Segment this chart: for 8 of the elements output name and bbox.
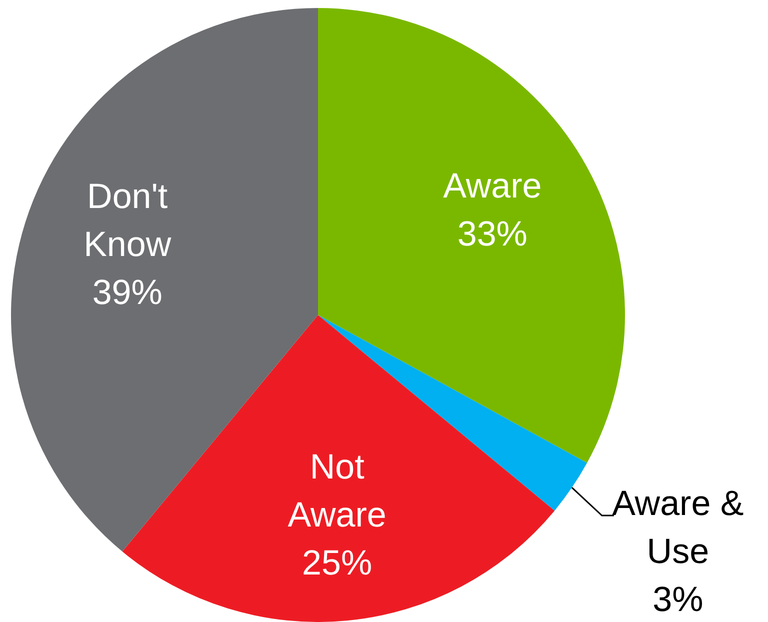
data-label: 39%	[92, 273, 162, 312]
slice-label: Don't Know	[84, 177, 172, 264]
slice-label: Aware & Use	[612, 484, 744, 572]
slice-label: Aware	[443, 166, 542, 206]
data-label: 3%	[652, 580, 704, 620]
data-label: 33%	[457, 214, 528, 254]
data-label: 25%	[302, 543, 372, 582]
slice-label: Not Aware	[288, 447, 386, 534]
